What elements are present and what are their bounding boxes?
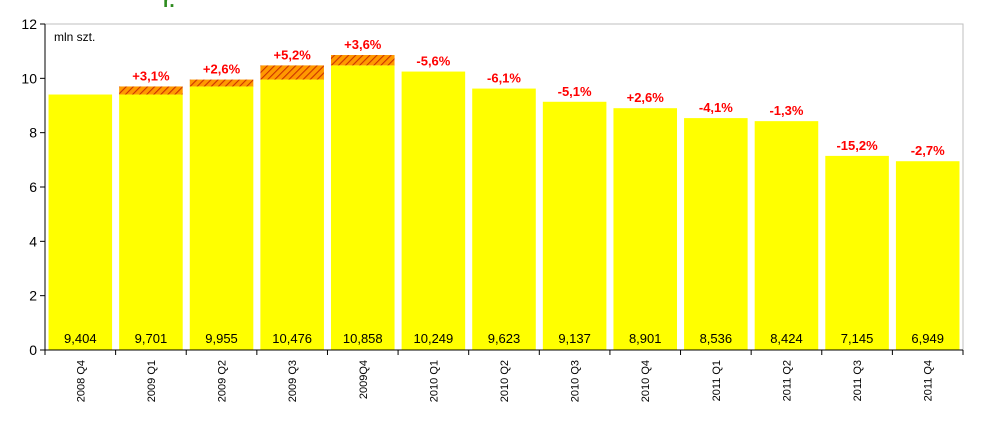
unit-label: mln szt. <box>54 30 95 44</box>
value-label: 8,536 <box>700 331 733 346</box>
bar <box>825 155 889 350</box>
y-tick-label: 4 <box>29 233 37 249</box>
change-label: +3,1% <box>132 68 170 83</box>
value-label: 9,404 <box>64 331 97 346</box>
change-label: -6,1% <box>487 71 521 86</box>
x-tick-label: 2009 Q3 <box>287 360 299 402</box>
value-label: 10,476 <box>272 331 312 346</box>
x-tick-label: 2010 Q3 <box>570 360 582 402</box>
change-label: +2,6% <box>203 62 241 77</box>
change-label: -1,3% <box>769 103 803 118</box>
y-tick-label: 6 <box>29 179 37 195</box>
bar <box>189 86 254 350</box>
change-label: -5,6% <box>416 54 450 69</box>
x-tick-label: 2011 Q2 <box>781 360 793 401</box>
bar <box>48 94 113 351</box>
change-label: -15,2% <box>836 138 878 153</box>
value-label: 10,249 <box>414 331 454 346</box>
value-label: 10,858 <box>343 331 383 346</box>
value-label: 8,901 <box>629 331 662 346</box>
change-label: -2,7% <box>911 143 945 158</box>
y-tick-label: 8 <box>29 125 37 141</box>
x-tick-label: 2010 Q2 <box>499 360 511 402</box>
bar <box>542 101 607 350</box>
bar-growth-segment <box>330 55 395 66</box>
change-label: -5,1% <box>558 84 592 99</box>
bar-growth-segment <box>119 86 183 95</box>
bar <box>330 65 395 350</box>
change-label: +5,2% <box>274 47 312 62</box>
y-tick-label: 10 <box>21 70 37 86</box>
value-label: 9,701 <box>135 331 168 346</box>
value-label: 9,955 <box>205 331 238 346</box>
value-label: 9,137 <box>558 331 591 346</box>
bar <box>260 79 324 350</box>
bar <box>613 108 678 350</box>
value-label: 9,623 <box>488 331 521 346</box>
x-tick-label: 2009Q4 <box>358 360 370 399</box>
x-tick-label: 2010 Q1 <box>428 360 440 402</box>
bar <box>119 94 183 351</box>
x-tick-label: 2011 Q3 <box>852 360 864 401</box>
x-tick-label: 2011 Q4 <box>923 360 935 401</box>
value-label: 6,949 <box>911 331 944 346</box>
title-fragment: r. <box>163 0 175 12</box>
change-label: -4,1% <box>699 100 733 115</box>
y-tick-label: 0 <box>29 342 37 358</box>
change-label: +3,6% <box>344 37 382 52</box>
value-label: 8,424 <box>770 331 803 346</box>
x-tick-label: 2008 Q4 <box>75 360 87 402</box>
x-tick-label: 2010 Q4 <box>640 360 652 402</box>
y-tick-label: 2 <box>29 288 37 304</box>
value-label: 7,145 <box>841 331 874 346</box>
bar <box>472 88 536 350</box>
bar <box>684 118 748 350</box>
bar <box>401 71 466 350</box>
x-tick-label: 2009 Q2 <box>217 360 229 402</box>
bar-growth-segment <box>189 79 254 87</box>
y-tick-label: 12 <box>21 16 37 32</box>
bar <box>895 161 960 350</box>
bar-growth-segment <box>260 65 324 80</box>
x-tick-label: 2011 Q1 <box>711 360 723 401</box>
x-tick-label: 2009 Q1 <box>146 360 158 402</box>
bar <box>754 121 819 350</box>
change-label: +2,6% <box>627 90 665 105</box>
